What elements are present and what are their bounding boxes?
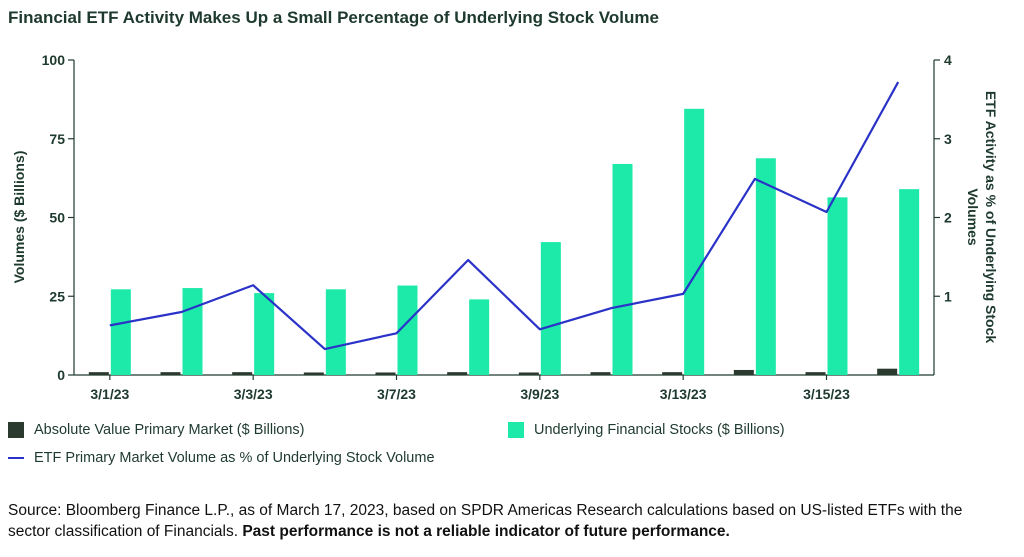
bar-primary-market (160, 372, 181, 375)
bar-primary-market (88, 372, 109, 375)
bar-underlying-stocks (827, 197, 848, 375)
bar-underlying-stocks (612, 163, 633, 375)
source-disclaimer: Past performance is not a reliable indic… (242, 523, 730, 540)
y-left-tick-label: 100 (42, 52, 66, 68)
y-left-tick-label: 50 (49, 210, 65, 226)
bar-primary-market (805, 372, 826, 375)
bar-primary-market (232, 372, 253, 375)
legend-item-etf-percent: ETF Primary Market Volume as % of Underl… (8, 450, 435, 466)
x-tick-label: 3/3/23 (234, 386, 273, 402)
bar-primary-market (375, 372, 396, 375)
legend-item-primary-market: Absolute Value Primary Market ($ Billion… (8, 422, 305, 438)
bar-primary-market (447, 372, 468, 375)
legend-item-underlying-stocks: Underlying Financial Stocks ($ Billions) (508, 422, 785, 438)
bar-underlying-stocks (397, 285, 418, 375)
y-left-tick-label: 75 (49, 131, 65, 147)
bar-underlying-stocks (254, 293, 275, 375)
bar-underlying-stocks (540, 242, 561, 375)
legend-swatch-dark (8, 422, 24, 438)
bar-underlying-stocks (899, 189, 920, 375)
bar-underlying-stocks (684, 108, 705, 375)
y-right-axis-label-line1: ETF Activity as % of Underlying Stock (983, 91, 999, 344)
legend-swatch-line (8, 457, 24, 459)
bar-underlying-stocks (325, 289, 346, 375)
x-tick-label: 3/7/23 (377, 386, 416, 402)
y-left-axis-label: Volumes ($ Billions) (11, 151, 27, 284)
chart-title: Financial ETF Activity Makes Up a Small … (8, 8, 659, 27)
bar-underlying-stocks (182, 288, 203, 375)
y-left-tick-label: 25 (49, 288, 65, 304)
bar-underlying-stocks (110, 289, 131, 375)
bar-primary-market (877, 368, 898, 375)
legend-label: Absolute Value Primary Market ($ Billion… (34, 422, 305, 438)
bar-primary-market (518, 372, 539, 375)
source-text: Source: Bloomberg Finance L.P., as of Ma… (8, 502, 963, 540)
y-right-tick-label: 1 (944, 288, 952, 304)
legend-label: ETF Primary Market Volume as % of Underl… (34, 450, 435, 466)
bar-underlying-stocks (469, 299, 490, 375)
bar-primary-market (303, 372, 324, 375)
x-tick-label: 3/9/23 (520, 386, 559, 402)
y-right-tick-label: 4 (944, 52, 952, 68)
legend-label: Underlying Financial Stocks ($ Billions) (534, 422, 785, 438)
y-right-tick-label: 2 (944, 210, 952, 226)
legend-swatch-green (508, 422, 524, 438)
bar-primary-market (733, 369, 754, 375)
x-tick-label: 3/15/23 (803, 386, 850, 402)
y-left-tick-label: 0 (57, 367, 65, 383)
bar-primary-market (662, 372, 683, 375)
x-tick-label: 3/13/23 (660, 386, 707, 402)
plot-area: 0 25 50 75 100 1 2 3 4 3/1/23 3/3/23 3/7/23 3/9/23 3/… (42, 52, 952, 402)
bar-primary-market (590, 372, 611, 375)
chart: 0 25 50 75 100 1 2 3 4 3/1/23 3/3/23 3/7/23 3/9/23 3/… (11, 52, 999, 402)
bar-underlying-stocks (755, 158, 776, 375)
line-etf-percent (109, 81, 900, 351)
y-right-tick-label: 3 (944, 131, 952, 147)
source-note: Source: Bloomberg Finance L.P., as of Ma… (8, 500, 1008, 542)
x-tick-label: 3/1/23 (90, 386, 129, 402)
y-right-axis-label-line2: Volumes (965, 188, 981, 246)
